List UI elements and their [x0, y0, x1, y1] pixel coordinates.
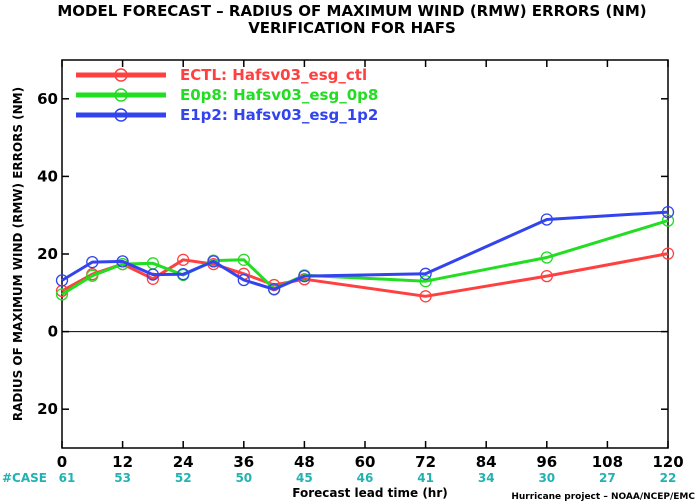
- legend: ECTL: Hafsv03_esg_ctl E0p8: Hafsv03_esg_0…: [76, 66, 378, 124]
- data-point: [419, 267, 432, 280]
- case-count: 22: [660, 471, 677, 485]
- y-tick-label: 40: [37, 167, 58, 185]
- case-count: 61: [59, 471, 76, 485]
- case-count: 46: [357, 471, 374, 485]
- y-tick-label: 20: [37, 400, 58, 418]
- case-count: 53: [114, 471, 131, 485]
- x-tick-label: 108: [592, 453, 623, 471]
- legend-label: E0p8: Hafsv03_esg_0p8: [180, 86, 378, 104]
- case-count: 34: [478, 471, 495, 485]
- x-tick-label: 36: [233, 453, 254, 471]
- case-count: 45: [296, 471, 313, 485]
- case-counts: 61 53 52 50 45 46 41 34 30 27 22: [59, 471, 677, 485]
- case-count: 52: [175, 471, 192, 485]
- legend-swatch-marker: [114, 108, 128, 122]
- y-tick-label: 60: [37, 90, 58, 108]
- data-point: [661, 205, 675, 219]
- data-point: [540, 213, 553, 226]
- credit-text: Hurricane project – NOAA/NCEP/EMC: [511, 492, 695, 502]
- series-layer: [55, 205, 675, 303]
- x-axis: 0 12 24 36 48 60 72 84 96 108 120: [57, 60, 684, 471]
- case-count: 30: [538, 471, 555, 485]
- chart-subtitle: VERIFICATION FOR HAFS: [248, 19, 456, 37]
- case-count: 41: [417, 471, 434, 485]
- x-tick-label: 84: [476, 453, 497, 471]
- case-label: #CASE: [2, 471, 47, 485]
- data-point: [419, 290, 432, 303]
- case-count: 27: [599, 471, 616, 485]
- data-point: [661, 247, 675, 260]
- x-tick-label: 24: [173, 453, 194, 471]
- data-point: [55, 288, 69, 301]
- data-point: [267, 283, 281, 296]
- y-axis: 20 0 20 40 60: [37, 90, 668, 418]
- legend-swatch-marker: [114, 88, 128, 102]
- data-point: [207, 255, 220, 268]
- data-point: [86, 269, 99, 282]
- x-tick-label: 0: [57, 453, 67, 471]
- legend-label: E1p2: Hafsv03_esg_1p2: [180, 106, 378, 124]
- data-point: [177, 253, 190, 266]
- x-tick-label: 60: [355, 453, 376, 471]
- x-tick-label: 48: [294, 453, 315, 471]
- data-point: [55, 274, 69, 287]
- data-point: [237, 253, 250, 266]
- case-count: 50: [235, 471, 252, 485]
- x-tick-label: 96: [536, 453, 557, 471]
- data-point: [237, 273, 250, 287]
- data-point: [661, 214, 675, 227]
- data-point: [540, 269, 553, 283]
- legend-swatch-marker: [114, 68, 128, 82]
- x-tick-label: 12: [112, 453, 133, 471]
- x-tick-label: 72: [415, 453, 436, 471]
- x-axis-label: Forecast lead time (hr): [292, 486, 448, 500]
- data-point: [540, 251, 553, 264]
- legend-label: ECTL: Hafsv03_esg_ctl: [180, 66, 367, 84]
- data-point: [419, 275, 432, 288]
- data-point: [298, 269, 311, 283]
- y-tick-label: 0: [48, 323, 58, 341]
- x-tick-label: 120: [652, 453, 683, 471]
- chart-title: MODEL FORECAST – RADIUS OF MAXIMUM WIND …: [57, 2, 646, 20]
- data-point: [146, 268, 160, 281]
- y-tick-label: 20: [37, 245, 58, 263]
- y-axis-label: RADIUS OF MAXIMUM WIND (RMW) ERRORS (NM): [11, 87, 25, 421]
- data-point: [86, 255, 99, 269]
- data-point: [177, 268, 190, 281]
- data-point: [116, 255, 129, 268]
